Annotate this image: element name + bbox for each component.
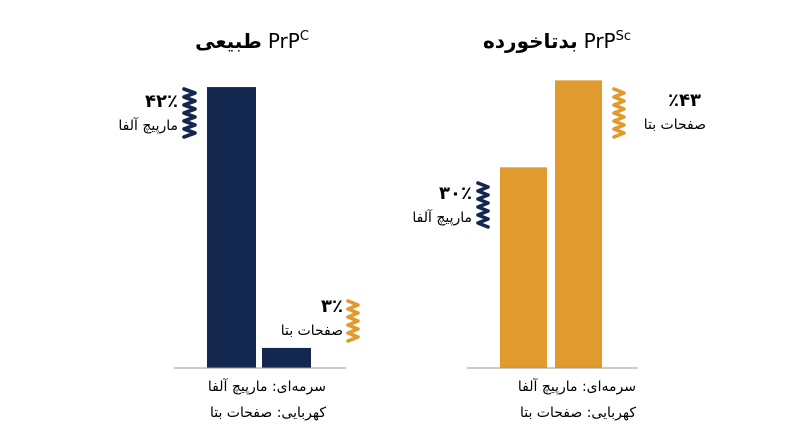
value-label: ۴۲٪	[145, 91, 178, 112]
legend-entry: کهربایی: صفحات بتا	[210, 405, 326, 421]
value-label: ٪۴۳	[668, 90, 701, 111]
alpha-helix-icon	[182, 87, 197, 139]
category-label: مارپیچ آلفا	[118, 117, 178, 134]
alpha-helix-icon	[476, 181, 490, 229]
title-prp: PrP	[584, 29, 616, 53]
title-superscript: C	[300, 29, 309, 44]
legend-entry: کهربایی: صفحات بتا	[520, 405, 636, 421]
value-label: ۳٪	[321, 296, 343, 317]
beta-sheet-icon	[346, 299, 360, 343]
title-name: طبیعی	[195, 29, 262, 53]
category-label: صفحات بتا	[644, 117, 706, 133]
legend-entry: سرمه‌ای: مارپیچ آلفا	[518, 378, 636, 395]
chart-misfolded: بدتاخورده PrPSc ۳۰٪ مارپیچ آلفا ٪۴۳ صفحات…	[412, 29, 706, 421]
chart-normal: طبیعی PrPC ۴۲٪ مارپیچ آلفا ۳٪ صفحات بتا س…	[118, 29, 360, 421]
bar-alpha-helix	[500, 167, 547, 368]
chart-title: طبیعی PrPC	[195, 29, 309, 53]
title-superscript: Sc	[616, 29, 631, 44]
title-name: بدتاخورده	[483, 29, 578, 53]
bar-beta-sheet	[262, 347, 311, 368]
bar-alpha-helix	[207, 87, 256, 369]
title-prp: PrP	[268, 29, 300, 53]
bar-beta-sheet	[555, 80, 602, 368]
beta-sheet-icon	[612, 87, 626, 139]
chart-title: بدتاخورده PrPSc	[483, 29, 631, 53]
legend-entry: سرمه‌ای: مارپیچ آلفا	[208, 378, 326, 395]
category-label: مارپیچ آلفا	[412, 209, 472, 226]
value-label: ۳۰٪	[439, 183, 472, 204]
category-label: صفحات بتا	[281, 323, 343, 339]
